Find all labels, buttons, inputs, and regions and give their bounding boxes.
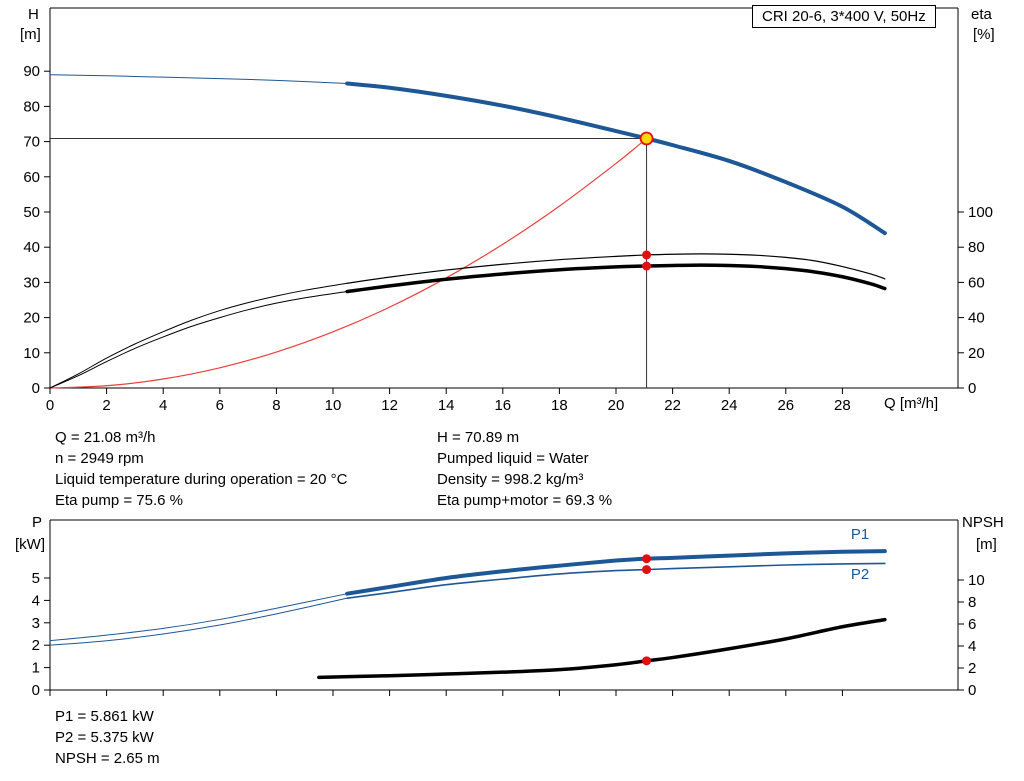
svg-text:6: 6: [216, 397, 224, 414]
svg-text:30: 30: [23, 274, 40, 291]
series-p2: [346, 562, 886, 599]
info-speed: n = 2949 rpm: [55, 450, 144, 467]
eta-axis-name: eta: [971, 6, 992, 23]
eta-pump-point[interactable]: [642, 250, 652, 260]
series-npsh: [317, 617, 887, 680]
svg-text:80: 80: [23, 98, 40, 115]
svg-text:80: 80: [968, 239, 985, 256]
duty-info-right: H = 70.89 m Pumped liquid = Water Densit…: [437, 427, 612, 511]
p2-point[interactable]: [642, 565, 652, 575]
svg-text:22: 22: [664, 397, 681, 414]
info-temperature: Liquid temperature during operation = 20…: [55, 471, 348, 488]
svg-text:0: 0: [32, 682, 40, 699]
npsh-axis-unit: [m]: [976, 536, 997, 553]
svg-text:12: 12: [381, 397, 398, 414]
info-eta-pumpmotor: Eta pump+motor = 69.3 %: [437, 492, 613, 509]
npsh-axis-name: NPSH: [962, 514, 1004, 531]
svg-text:28: 28: [834, 397, 851, 414]
series-p1: [345, 549, 887, 596]
pump-title-box: CRI 20-6, 3*400 V, 50Hz: [752, 5, 936, 28]
svg-text:20: 20: [23, 310, 40, 327]
series-h-q-ext: [49, 74, 348, 85]
svg-text:1: 1: [32, 660, 40, 677]
h-axis-name: H: [28, 6, 39, 23]
info-npsh: NPSH = 2.65 m: [55, 750, 160, 767]
series-eta-pump-motor-ext: [49, 291, 348, 389]
info-flow: Q = 21.08 m³/h: [55, 429, 156, 446]
svg-text:0: 0: [46, 397, 54, 414]
svg-text:2: 2: [968, 660, 976, 677]
svg-text:40: 40: [23, 239, 40, 256]
info-density: Density = 998.2 kg/m³: [437, 471, 584, 488]
svg-text:4: 4: [159, 397, 167, 414]
p-axis-name: P: [32, 514, 43, 531]
svg-text:16: 16: [494, 397, 511, 414]
svg-text:2: 2: [32, 637, 40, 654]
svg-text:0: 0: [968, 380, 976, 397]
series-p2-ext: [49, 597, 348, 646]
series-p1-ext: [49, 593, 348, 642]
svg-text:5: 5: [32, 570, 40, 587]
series-label-P2: P2: [851, 566, 869, 583]
svg-text:14: 14: [438, 397, 455, 414]
svg-text:100: 100: [968, 204, 993, 221]
p-axis-unit: [kW]: [15, 536, 45, 553]
eta-pump-motor-point[interactable]: [642, 261, 652, 271]
svg-text:90: 90: [23, 63, 40, 80]
power-info: P1 = 5.861 kW P2 = 5.375 kW NPSH = 2.65 …: [55, 706, 160, 769]
svg-text:10: 10: [23, 345, 40, 362]
svg-text:4: 4: [32, 592, 40, 609]
svg-text:8: 8: [968, 594, 976, 611]
svg-text:26: 26: [777, 397, 794, 414]
svg-text:70: 70: [23, 134, 40, 151]
svg-text:50: 50: [23, 204, 40, 221]
svg-text:60: 60: [968, 274, 985, 291]
svg-text:2: 2: [102, 397, 110, 414]
q-axis-label: Q [m³/h]: [884, 395, 939, 412]
h-axis-unit: [m]: [20, 26, 41, 43]
svg-text:8: 8: [272, 397, 280, 414]
svg-text:10: 10: [968, 572, 985, 589]
svg-text:0: 0: [32, 380, 40, 397]
series-eta-pump-motor: [345, 263, 887, 294]
svg-text:20: 20: [608, 397, 625, 414]
series-h-q: [345, 81, 887, 236]
svg-text:40: 40: [968, 310, 985, 327]
info-head: H = 70.89 m: [437, 429, 520, 446]
series-system-parabola: [49, 137, 648, 389]
info-p2: P2 = 5.375 kW: [55, 729, 154, 746]
duty-info-left: Q = 21.08 m³/h n = 2949 rpm Liquid tempe…: [55, 427, 347, 511]
svg-text:3: 3: [32, 615, 40, 632]
info-liquid: Pumped liquid = Water: [437, 450, 589, 467]
svg-text:6: 6: [968, 616, 976, 633]
svg-text:4: 4: [968, 638, 976, 655]
series-label-P1: P1: [851, 526, 869, 543]
p1-point[interactable]: [642, 554, 652, 564]
info-p1: P1 = 5.861 kW: [55, 708, 154, 725]
svg-text:0: 0: [968, 682, 976, 699]
duty-point[interactable]: [639, 131, 654, 146]
info-eta-pump: Eta pump = 75.6 %: [55, 492, 183, 509]
svg-text:20: 20: [968, 345, 985, 362]
svg-text:18: 18: [551, 397, 568, 414]
series-eta-pump-ext: [49, 282, 348, 389]
series-eta-pump: [346, 253, 886, 284]
npsh-point[interactable]: [642, 656, 652, 666]
power-npsh-chart[interactable]: 0 1 2 3 4 5 0 2 4 6 8 10 P1 P2: [0, 508, 1024, 708]
eta-axis-unit: [%]: [973, 26, 995, 43]
svg-text:10: 10: [325, 397, 342, 414]
svg-text:60: 60: [23, 169, 40, 186]
svg-text:24: 24: [721, 397, 738, 414]
